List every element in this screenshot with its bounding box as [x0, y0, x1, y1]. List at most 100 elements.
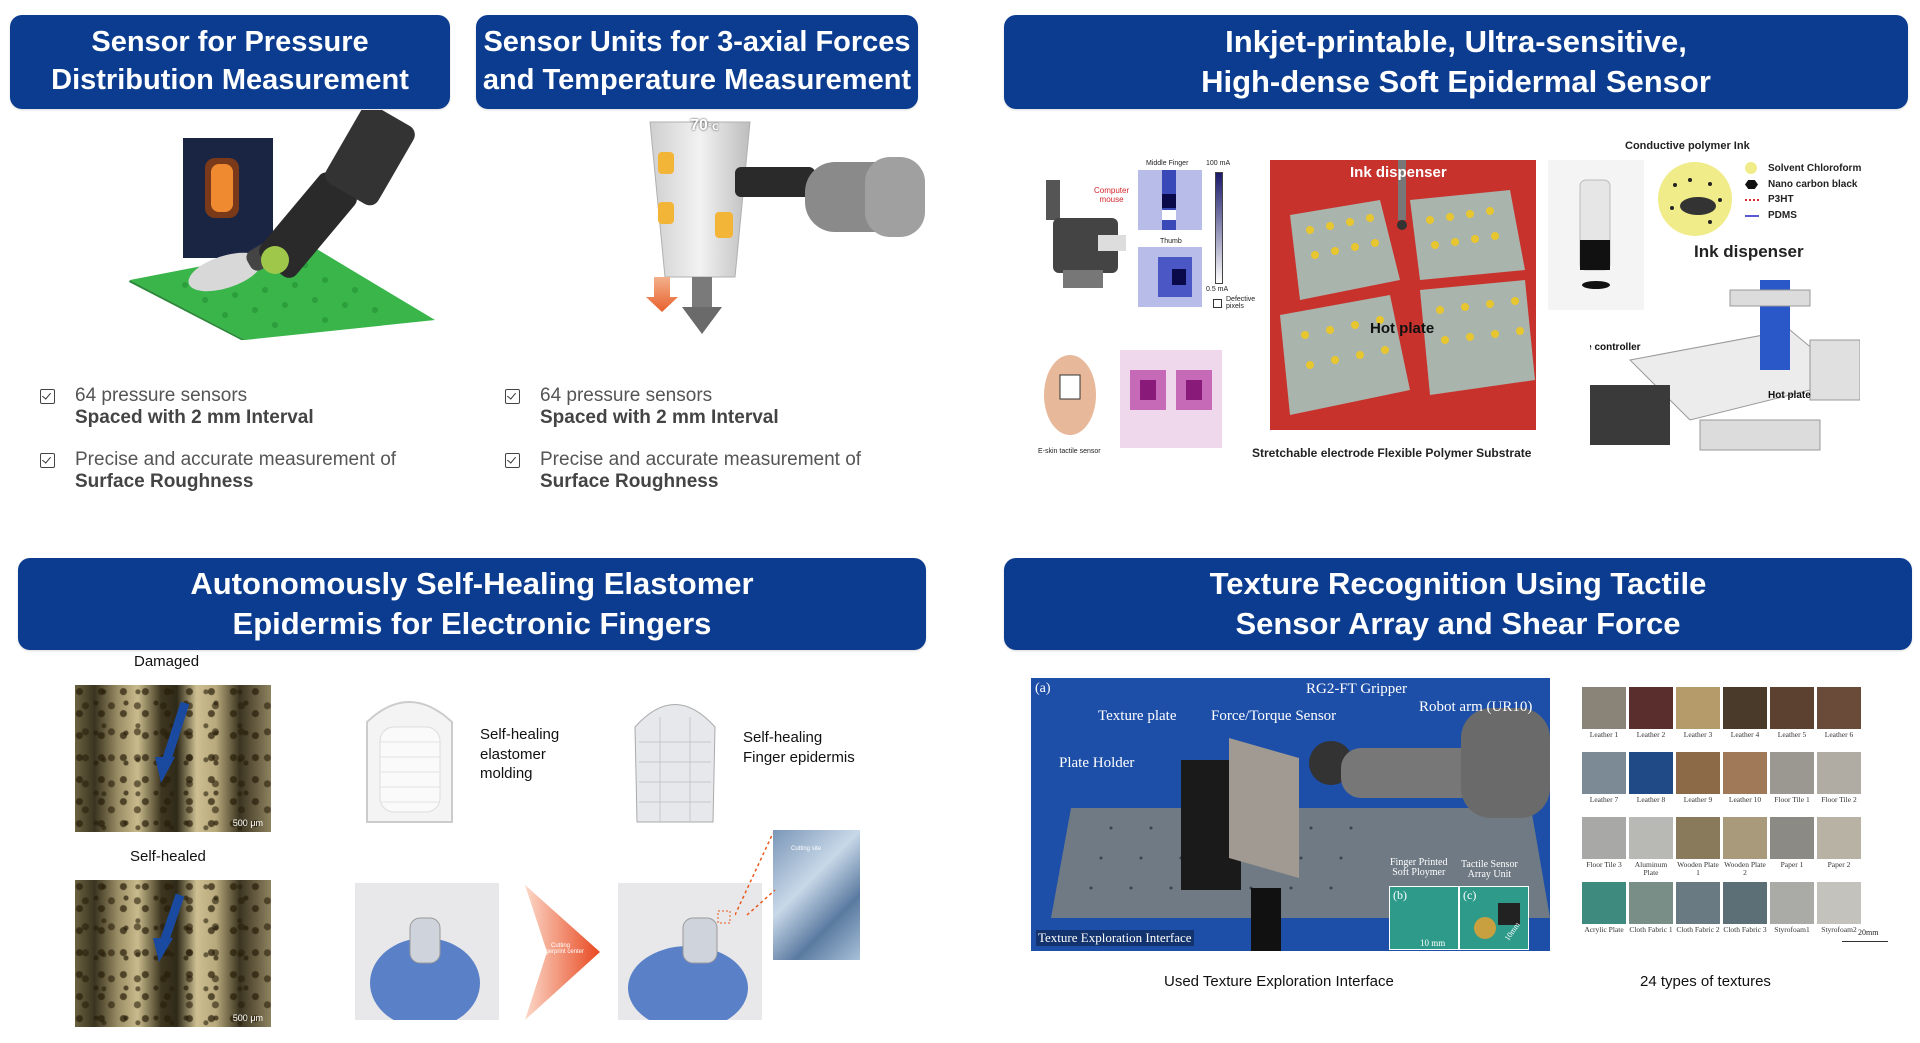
texture-label: Leather 3	[1683, 730, 1713, 739]
texture-swatch-image	[1629, 752, 1673, 794]
ink-dispenser-label: Ink dispenser	[1350, 164, 1447, 181]
texture-label: Leather 10	[1728, 795, 1762, 804]
texture-swatch: Cloth Fabric 3	[1723, 882, 1767, 944]
texture-label: Floor Tile 2	[1821, 795, 1857, 804]
bullet-item: Precise and accurate measurement of Surfa…	[505, 449, 925, 493]
cutting-site-label: Cutting site	[791, 846, 822, 852]
texture-swatch: Cloth Fabric 2	[1676, 882, 1720, 944]
texture-label: Leather 6	[1824, 730, 1854, 739]
texture-swatch-image	[1582, 817, 1626, 859]
texture-swatch-image	[1629, 882, 1673, 924]
inset-c: (c) 10mm	[1459, 886, 1529, 950]
triaxial-bullets: 64 pressure sensors Spaced with 2 mm Inte…	[505, 385, 925, 513]
texture-label: Acrylic Plate	[1584, 925, 1624, 934]
finger-epidermis-label: Self-healing Finger epidermis	[743, 729, 855, 766]
conductive-ink-label: Conductive polymer Ink	[1625, 140, 1750, 152]
texture-swatch: Leather 9	[1676, 752, 1720, 814]
texture-label: Styrofoam2	[1821, 925, 1857, 934]
finger-printed-label: Finger Printed Soft Ploymer	[1390, 857, 1448, 878]
triaxial-sensor-image: 70℃	[640, 112, 925, 357]
texture-label: Cloth Fabric 1	[1629, 925, 1673, 934]
texture-swatch: Acrylic Plate	[1582, 882, 1626, 944]
selfheal-title: Autonomously Self-Healing Elastomer Epid…	[18, 558, 926, 650]
texture-swatch-image	[1582, 882, 1626, 924]
texture-swatch: Cloth Fabric 1	[1629, 882, 1673, 944]
texture-swatch-image	[1676, 817, 1720, 859]
p3ht-label: P3HT	[1768, 194, 1794, 205]
texture-swatch: Aluminum Plate	[1629, 817, 1673, 879]
texture-swatch: Leather 5	[1770, 687, 1814, 749]
max-current-label: 100 mA	[1206, 160, 1231, 167]
nozzle-controller-label: Nozzle controller	[1590, 342, 1641, 353]
checkbox-icon	[505, 453, 520, 468]
pressure-title: Sensor for Pressure Distribution Measure…	[10, 15, 450, 109]
texture-swatch: Leather 6	[1817, 687, 1861, 749]
solvent-label: Solvent Chloroform	[1768, 163, 1862, 174]
current-colorbar	[1215, 172, 1223, 284]
texture-label: Wooden Plate 1	[1677, 860, 1719, 877]
texture-label: Floor Tile 3	[1586, 860, 1622, 869]
inkjet-title: Inkjet-printable, Ultra-sensitive, High-…	[1004, 15, 1908, 109]
texture-swatch: Leather 2	[1629, 687, 1673, 749]
substrate-caption: Stretchable electrode Flexible Polymer S…	[1252, 446, 1532, 460]
cutting-label: Cutting Fingerprint center	[537, 943, 585, 955]
glove-photo-1	[355, 883, 499, 1020]
inset-b: (b) 10 mm	[1389, 886, 1459, 950]
texture-swatch: Wooden Plate 2	[1723, 817, 1767, 879]
bullet-item: Precise and accurate measurement of Surfa…	[40, 449, 460, 493]
texture-swatch: Leather 4	[1723, 687, 1767, 749]
force-sensor-label: Force/Torque Sensor	[1211, 708, 1337, 724]
texture-swatch-image	[1676, 752, 1720, 794]
texture-plate-label: Texture plate	[1098, 708, 1177, 724]
eskin-hand-image	[1038, 335, 1103, 440]
texture-swatch-image	[1770, 687, 1814, 729]
texture-swatch-image	[1676, 687, 1720, 729]
texture-swatch-image	[1817, 752, 1861, 794]
robot-hand-image	[1038, 170, 1128, 290]
texture-swatch-image	[1770, 882, 1814, 924]
sensor-array-chip	[1498, 903, 1520, 925]
triaxial-title: Sensor Units for 3-axial Forces and Temp…	[476, 15, 918, 109]
min-current-label: 0.5 mA	[1206, 286, 1229, 293]
texture-swatch-image	[1723, 752, 1767, 794]
texture-swatch-image	[1817, 817, 1861, 859]
texture-swatch: Leather 8	[1629, 752, 1673, 814]
texture-swatch-image	[1723, 687, 1767, 729]
texture-swatch-image	[1629, 817, 1673, 859]
elastomer-mold-image	[352, 682, 467, 834]
texture-swatch: Floor Tile 2	[1817, 752, 1861, 814]
defective-legend-icon	[1213, 299, 1222, 308]
texture-title: Texture Recognition Using Tactile Sensor…	[1004, 558, 1912, 650]
textures-caption: 24 types of textures	[1640, 973, 1771, 990]
texture-label: Leather 4	[1730, 730, 1760, 739]
eskin-label: E-skin tactile sensor	[1038, 448, 1101, 455]
scale-bar-label: 20mm	[1858, 928, 1879, 937]
checkbox-icon	[40, 389, 55, 404]
interface-label: Texture Exploration Interface	[1036, 930, 1194, 946]
pressure-bullets: 64 pressure sensors Spaced with 2 mm Inte…	[40, 385, 460, 513]
ink-composition-image	[1650, 160, 1740, 238]
interface-caption: Used Texture Exploration Interface	[1164, 973, 1394, 990]
molding-label: Self-healing elastomer molding	[480, 726, 560, 782]
texture-swatch: Leather 7	[1582, 752, 1626, 814]
texture-label: Wooden Plate 2	[1724, 860, 1766, 877]
texture-swatch: Floor Tile 3	[1582, 817, 1626, 879]
texture-label: Styrofoam1	[1774, 925, 1810, 934]
finger-epidermis-image	[625, 682, 725, 832]
inset-c-label: (c)	[1463, 888, 1477, 902]
texture-swatch-image	[1770, 817, 1814, 859]
texture-interface-photo: (a) RG2-FT Gripper Robot arm (UR10) Text…	[1031, 678, 1550, 951]
texture-swatch-image	[1817, 687, 1861, 729]
glove-photo-2	[618, 883, 762, 1020]
texture-label: Aluminum Plate	[1634, 860, 1668, 877]
heatmap-middle-finger	[1138, 170, 1202, 230]
computer-mouse-label: Computer mouse	[1094, 186, 1130, 204]
texture-swatch-image	[1676, 882, 1720, 924]
pdms-label: PDMS	[1768, 210, 1797, 221]
defective-pixels-label: Defective pixels	[1226, 296, 1256, 310]
thumb-label: Thumb	[1160, 238, 1182, 245]
p3ht-legend-icon	[1745, 199, 1759, 201]
hot-plate-machine-label: Hot plate	[1768, 390, 1811, 401]
coin-icon	[1474, 917, 1496, 939]
texture-swatch: Floor Tile 1	[1770, 752, 1814, 814]
